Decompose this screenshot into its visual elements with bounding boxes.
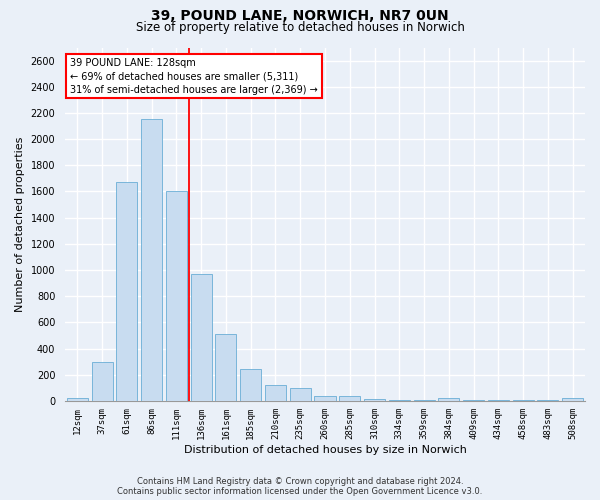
Bar: [290, 388, 311, 401]
Bar: [562, 398, 583, 401]
Text: Contains HM Land Registry data © Crown copyright and database right 2024.
Contai: Contains HM Land Registry data © Crown c…: [118, 476, 482, 496]
X-axis label: Distribution of detached houses by size in Norwich: Distribution of detached houses by size …: [184, 445, 466, 455]
Bar: [512, 400, 533, 401]
Bar: [265, 385, 286, 401]
Bar: [463, 400, 484, 401]
Bar: [389, 400, 410, 401]
Text: Size of property relative to detached houses in Norwich: Size of property relative to detached ho…: [136, 21, 464, 34]
Y-axis label: Number of detached properties: Number of detached properties: [15, 136, 25, 312]
Bar: [191, 274, 212, 401]
Bar: [215, 334, 236, 401]
Bar: [166, 192, 187, 401]
Bar: [339, 396, 360, 401]
Bar: [67, 398, 88, 401]
Text: 39 POUND LANE: 128sqm
← 69% of detached houses are smaller (5,311)
31% of semi-d: 39 POUND LANE: 128sqm ← 69% of detached …: [70, 58, 318, 94]
Bar: [92, 362, 113, 401]
Bar: [364, 399, 385, 401]
Bar: [438, 398, 460, 401]
Bar: [141, 120, 162, 401]
Bar: [240, 369, 261, 401]
Bar: [314, 396, 335, 401]
Bar: [488, 400, 509, 401]
Bar: [116, 182, 137, 401]
Bar: [538, 400, 559, 401]
Text: 39, POUND LANE, NORWICH, NR7 0UN: 39, POUND LANE, NORWICH, NR7 0UN: [151, 9, 449, 23]
Bar: [413, 400, 434, 401]
